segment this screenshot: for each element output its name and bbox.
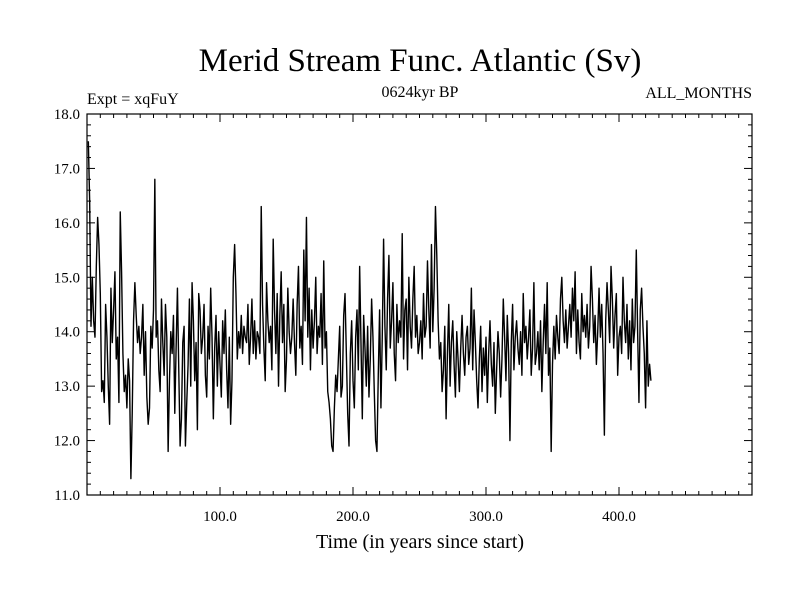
y-tick-label: 18.0 xyxy=(54,107,80,123)
series-line xyxy=(87,141,652,480)
period-label: 0624kyr BP xyxy=(382,84,459,101)
chart-title: Merid Stream Func. Atlantic (Sv) xyxy=(199,43,642,79)
y-axis: 11.0 12.0 13.0 14.0 15.0 16.0 17.0 18.0 xyxy=(54,107,752,504)
y-tick-label: 14.0 xyxy=(54,325,80,341)
y-tick-label: 12.0 xyxy=(54,434,80,450)
plot-frame xyxy=(86,113,753,496)
months-label: ALL_MONTHS xyxy=(645,85,752,102)
x-tick-label: 300.0 xyxy=(469,509,503,525)
y-tick-label: 15.0 xyxy=(54,270,80,286)
x-tick-label: 200.0 xyxy=(336,509,370,525)
x-tick-label: 400.0 xyxy=(602,509,636,525)
y-tick-label: 17.0 xyxy=(54,161,80,177)
y-tick-label: 13.0 xyxy=(54,379,80,395)
x-axis-label: Time (in years since start) xyxy=(316,531,524,553)
y-tick-label: 11.0 xyxy=(54,488,80,504)
x-axis: 100.0 200.0 300.0 400.0 xyxy=(99,114,740,525)
y-tick-label: 16.0 xyxy=(54,216,80,232)
x-tick-label: 100.0 xyxy=(203,509,237,525)
experiment-label: Expt = xqFuY xyxy=(87,91,179,108)
